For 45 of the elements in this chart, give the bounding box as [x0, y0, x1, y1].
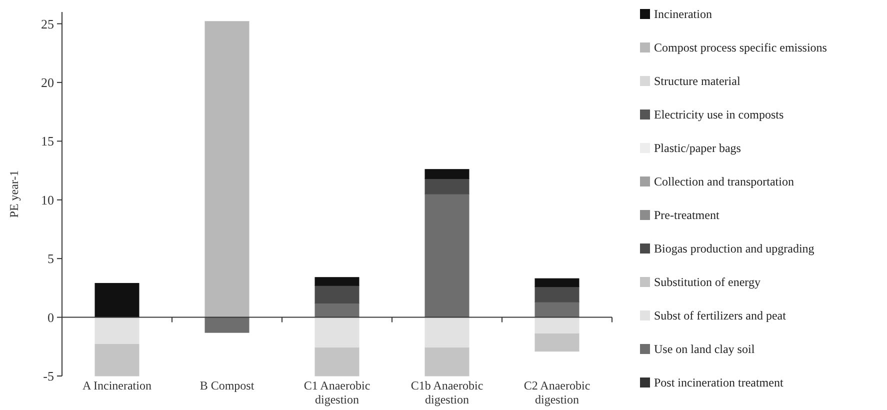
legend-label: Use on land clay soil: [654, 342, 756, 356]
bar: [534, 286, 580, 302]
x-tick-label: C1b Anaerobic digestion: [410, 378, 484, 406]
bar: [94, 344, 140, 376]
x-tick-label: B Compost: [200, 378, 255, 393]
y-tick-label: -5: [43, 368, 54, 384]
bar: [534, 278, 580, 288]
bar: [534, 317, 580, 334]
y-tick-label: 15: [41, 134, 54, 149]
bar: [534, 333, 580, 352]
legend-label: Plastic/paper bags: [654, 141, 742, 156]
y-tick-label: 25: [41, 16, 54, 32]
y-tick-label: 10: [41, 192, 54, 208]
bar: [314, 302, 360, 318]
bar: [314, 348, 360, 376]
legend-label: Substitution of energy: [654, 275, 760, 290]
y-axis-title: PE year-1: [7, 170, 21, 218]
legend-label: Biogas production and upgrading: [654, 242, 814, 256]
y-tick-label: 0: [48, 310, 54, 325]
legend-label: Collection and transportation: [654, 174, 794, 189]
y-tick-label: 20: [41, 75, 54, 90]
x-tick-label: C1 Anaerobic digestion: [304, 378, 370, 406]
bar: [534, 302, 580, 318]
bar: [424, 348, 470, 376]
legend-label: Incineration: [654, 7, 712, 22]
x-tick-label: A Incineration: [82, 378, 152, 393]
bar: [314, 277, 360, 286]
legend-label: Pre-treatment: [654, 208, 720, 222]
bar: [314, 317, 360, 348]
legend-label: Electricity use in composts: [654, 108, 784, 122]
legend-label: Post incineration treatment: [654, 376, 784, 390]
bar: [314, 285, 360, 304]
bar: [424, 178, 470, 194]
y-tick-label: 5: [48, 251, 54, 266]
bar: [424, 169, 470, 179]
x-tick-label: C2 Anaerobic digestion: [524, 378, 590, 406]
legend-label: Compost process specific emissions: [654, 40, 828, 55]
bar: [204, 317, 250, 333]
legend-label: Subst of fertilizers and peat: [654, 308, 787, 323]
bar: [204, 21, 250, 318]
bar: [94, 282, 140, 318]
bar: [424, 317, 470, 348]
bar: [94, 317, 140, 345]
bar: [424, 194, 470, 318]
legend-label: Structure material: [654, 74, 741, 88]
